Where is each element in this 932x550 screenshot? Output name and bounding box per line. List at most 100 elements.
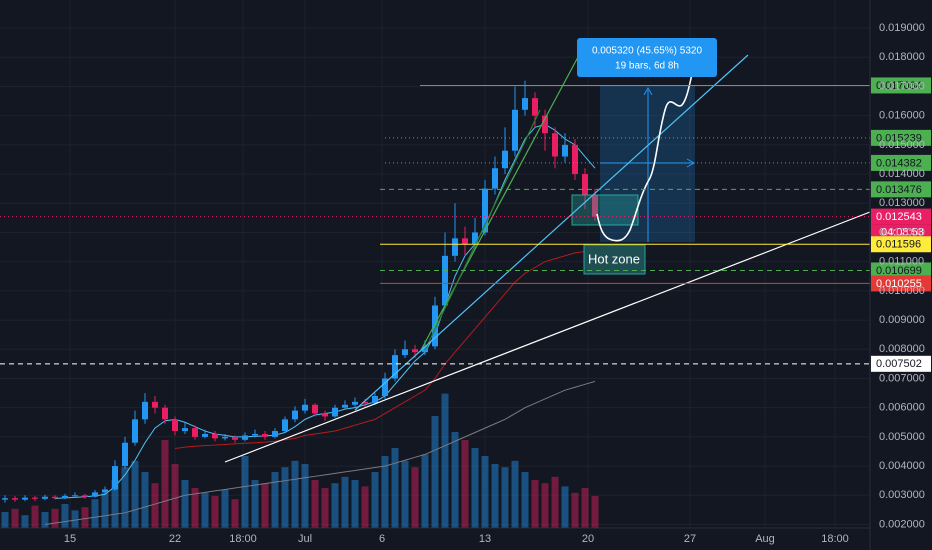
y-tick-label: 0.010000 <box>879 285 925 297</box>
price-level-label: 0.012543 <box>876 211 922 223</box>
hot-zone-label: Hot zone <box>588 251 640 266</box>
candle-body <box>32 497 38 499</box>
countdown-label: 04:08:53 <box>881 227 924 239</box>
hot-zone-label-box <box>583 244 646 275</box>
volume-bar <box>121 467 129 528</box>
candle-body <box>102 489 108 493</box>
volume-bar <box>461 440 469 528</box>
volume-bar <box>51 508 59 528</box>
candle-body <box>252 433 258 436</box>
grid <box>0 0 870 528</box>
volume-bar <box>41 512 49 528</box>
volume-bar <box>131 460 139 528</box>
volume-bar <box>541 483 549 528</box>
candle-body <box>222 436 228 439</box>
candle-body <box>22 497 28 500</box>
candle-body <box>72 495 78 497</box>
candle-body <box>572 144 578 175</box>
volume-bar <box>351 480 359 528</box>
candle-body <box>142 401 148 420</box>
candle-body <box>492 168 498 189</box>
y-tick-label: 0.016000 <box>879 110 925 122</box>
candle-body <box>472 232 478 245</box>
volume-bar <box>341 476 349 528</box>
candle-body <box>152 401 158 408</box>
volume-bar <box>141 472 149 528</box>
price-level-box <box>871 262 931 279</box>
volume-bar <box>271 472 279 528</box>
y-tick-label: 0.007000 <box>879 372 925 384</box>
volume-bar <box>211 496 219 528</box>
y-tick-label: 0.003000 <box>879 489 925 501</box>
candle-body <box>52 496 58 499</box>
y-tick-label: 0.005000 <box>879 431 925 443</box>
volume-bar <box>201 492 209 528</box>
candle-body <box>442 255 448 306</box>
volume-bar <box>221 489 229 528</box>
x-tick-label: 15 <box>64 533 76 545</box>
volume-bar <box>391 448 399 528</box>
price-level-box <box>871 275 931 292</box>
volume-bar <box>231 499 239 528</box>
volume-bar <box>171 464 179 528</box>
volume-bar <box>381 456 389 528</box>
y-tick-label: 0.017000 <box>879 80 925 92</box>
candle-body <box>412 349 418 353</box>
candle-body <box>262 433 268 437</box>
candle-body <box>242 435 248 440</box>
price-level-label: 0.007502 <box>876 358 922 370</box>
candle-body <box>342 404 348 408</box>
x-tick-label: 27 <box>684 533 696 545</box>
candle-body <box>352 401 358 405</box>
price-level-box <box>871 181 931 198</box>
price-level-box <box>871 236 931 253</box>
candle-body <box>362 401 368 404</box>
candle-body <box>592 194 598 217</box>
candle-body <box>392 355 398 379</box>
candle-body <box>292 410 298 420</box>
candle-body <box>112 466 118 490</box>
volume-bar <box>321 488 329 528</box>
candle-body <box>312 404 318 414</box>
x-tick-label: 18:00 <box>229 533 257 545</box>
y-tick-label: 0.014000 <box>879 168 925 180</box>
candle-body <box>372 396 378 404</box>
y-tick-label: 0.002000 <box>879 518 925 530</box>
volume-bar <box>11 508 19 528</box>
price-level-box <box>871 355 931 372</box>
volume-bar <box>551 476 559 528</box>
candle-body <box>502 150 508 169</box>
volume-bar <box>371 472 379 528</box>
candle-body <box>192 428 198 437</box>
volume-bar <box>241 456 249 528</box>
volume-layer <box>1 393 599 528</box>
countdown-box <box>871 224 931 240</box>
candle-body <box>562 144 568 157</box>
candle-body <box>452 238 458 256</box>
measure-arrow-head <box>643 86 653 96</box>
volume-bar <box>161 440 169 528</box>
candle-body <box>92 492 98 497</box>
candle-body <box>2 498 8 500</box>
volume-bar <box>531 480 539 528</box>
volume-bar <box>421 454 429 528</box>
measure-label-box <box>577 38 717 77</box>
hot-zone-box <box>571 194 639 226</box>
candle-body <box>42 496 48 499</box>
y-tick-label: 0.019000 <box>879 22 925 34</box>
y-tick-label: 0.018000 <box>879 51 925 63</box>
volume-bar <box>151 483 159 528</box>
price-level-box <box>871 77 931 94</box>
candle-body <box>582 174 588 195</box>
trend-line <box>424 109 541 351</box>
volume-bar <box>71 510 79 528</box>
volume-bar <box>511 460 519 528</box>
x-tick-label: 18:00 <box>821 533 849 545</box>
trend-line <box>419 56 579 353</box>
y-tick-label: 0.004000 <box>879 460 925 472</box>
volume-bar <box>451 432 459 528</box>
volume-bar <box>311 480 319 528</box>
volume-bar <box>441 393 449 528</box>
volume-bar <box>291 460 299 528</box>
